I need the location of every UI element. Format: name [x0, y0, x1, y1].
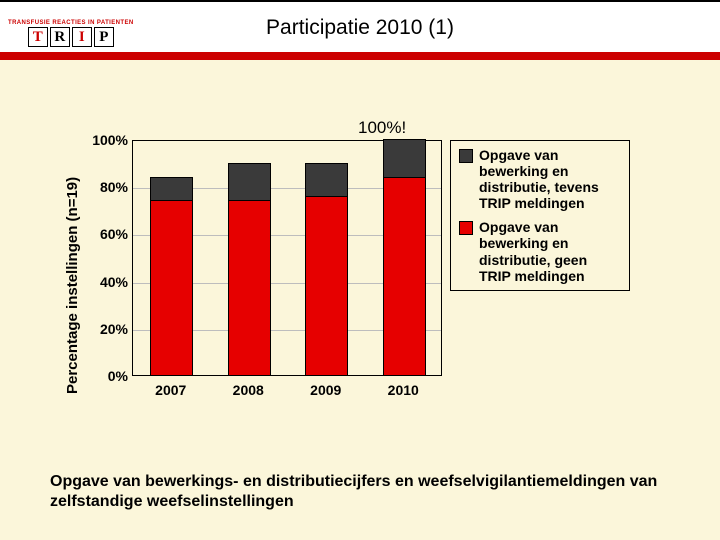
legend-swatch: [459, 221, 473, 235]
y-axis-label: Percentage instellingen (n=19): [62, 140, 84, 430]
logo-letter: R: [50, 27, 70, 47]
y-tick-label: 60%: [100, 226, 128, 242]
legend-label: Opgave van bewerking en distributie, tev…: [479, 147, 621, 211]
header-rule: [0, 52, 720, 60]
legend-item: Opgave van bewerking en distributie, tev…: [459, 147, 621, 211]
x-tick-label: 2007: [132, 382, 210, 398]
y-tick-label: 100%: [92, 132, 128, 148]
plot-area: [132, 140, 442, 376]
legend-item: Opgave van bewerking en distributie, gee…: [459, 219, 621, 283]
x-tick-label: 2009: [287, 382, 365, 398]
bar-segment: [150, 177, 193, 201]
legend-label: Opgave van bewerking en distributie, gee…: [479, 219, 621, 283]
bar-group: [305, 163, 348, 375]
bar-segment: [150, 200, 193, 375]
annotation-100pct: 100%!: [358, 118, 406, 138]
bar-group: [383, 139, 426, 375]
y-tick-label: 40%: [100, 274, 128, 290]
bar-segment: [228, 163, 271, 201]
logo-letters: TRIP: [28, 27, 114, 47]
logo-tagline: TRANSFUSIE REACTIES IN PATIENTEN: [8, 20, 134, 26]
bar-group: [228, 163, 271, 375]
caption: Opgave van bewerkings- en distributiecij…: [50, 472, 670, 512]
bar-segment: [305, 196, 348, 375]
logo-letter: T: [28, 27, 48, 47]
x-tick-label: 2010: [365, 382, 443, 398]
x-axis: 2007200820092010: [132, 382, 442, 398]
logo-letter: I: [72, 27, 92, 47]
logo-letter: P: [94, 27, 114, 47]
bar-segment: [383, 139, 426, 177]
x-tick-label: 2008: [210, 382, 288, 398]
y-tick-label: 80%: [100, 179, 128, 195]
slide: Participatie 2010 (1) TRANSFUSIE REACTIE…: [0, 0, 720, 540]
y-tick-label: 20%: [100, 321, 128, 337]
bar-segment: [305, 163, 348, 196]
legend: Opgave van bewerking en distributie, tev…: [450, 140, 630, 291]
bar-group: [150, 177, 193, 375]
y-tick-label: 0%: [108, 368, 128, 384]
y-axis: 0%20%40%60%80%100%: [84, 140, 132, 376]
trip-logo: TRANSFUSIE REACTIES IN PATIENTEN TRIP: [8, 20, 134, 47]
bar-segment: [383, 177, 426, 375]
bar-segment: [228, 200, 271, 375]
legend-swatch: [459, 149, 473, 163]
